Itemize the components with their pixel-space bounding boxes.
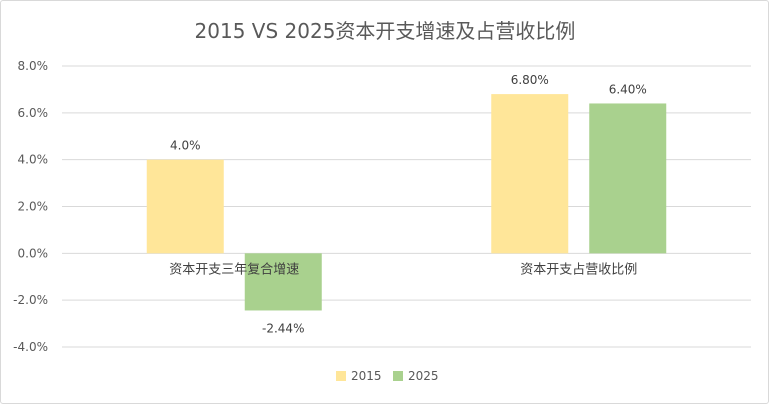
legend-swatch [336, 371, 346, 381]
legend-item-2025[interactable]: 2025 [393, 369, 439, 383]
y-tick-label: 4.0% [18, 153, 49, 167]
y-tick-label: 6.0% [18, 106, 49, 120]
data-label: -2.44% [262, 321, 304, 335]
y-axis: 8.0% 6.0% 4.0% 2.0% 0.0% -2.0% -4.0% [13, 59, 48, 354]
y-tick-label: 0.0% [18, 246, 49, 260]
legend-swatch [393, 371, 403, 381]
bar-2025-0 [244, 253, 322, 311]
legend-label: 2025 [408, 369, 439, 383]
bar-2025-1 [589, 103, 667, 254]
x-axis: 资本开支三年复合增速 资本开支占营收比例 [169, 262, 637, 277]
chart-title: 2015 VS 2025资本开支增速及占营收比例 [195, 19, 576, 43]
y-tick-label: 8.0% [18, 59, 49, 73]
data-label: 6.40% [609, 82, 647, 96]
category-label: 资本开支三年复合增速 [169, 262, 299, 277]
bar-2015-0 [146, 159, 224, 254]
data-labels: 4.0% -2.44% 6.80% 6.40% [170, 73, 647, 335]
legend[interactable]: 2015 2025 [336, 369, 439, 383]
category-label: 资本开支占营收比例 [520, 262, 637, 277]
bar-2015-1 [491, 94, 569, 254]
y-tick-label: -4.0% [13, 340, 48, 354]
y-tick-label: -2.0% [13, 293, 48, 307]
y-tick-label: 2.0% [18, 200, 49, 214]
data-label: 4.0% [170, 139, 201, 153]
data-label: 6.80% [511, 73, 549, 87]
bars [146, 94, 667, 311]
legend-label: 2015 [351, 369, 382, 383]
legend-item-2015[interactable]: 2015 [336, 369, 382, 383]
